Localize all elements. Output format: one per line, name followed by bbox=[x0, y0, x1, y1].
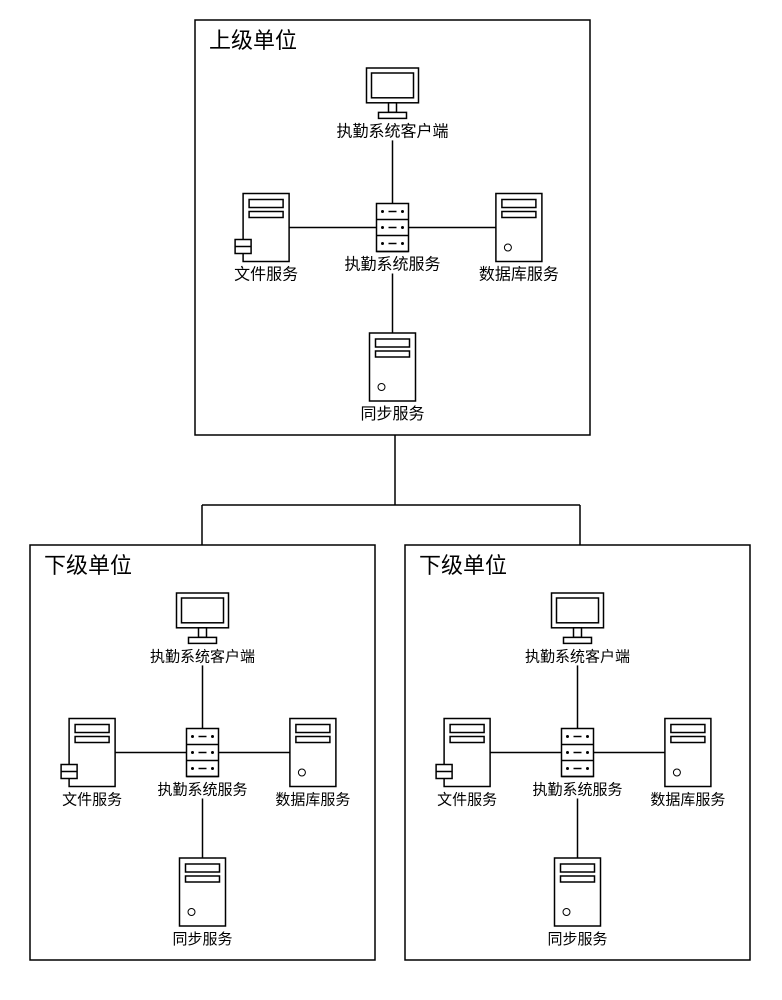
unit-group: 下级单位执勤系统客户端执勤系统服务文件服务 数据库服务同步服务 bbox=[30, 545, 375, 960]
label-db-service: 数据库服务 bbox=[275, 792, 350, 809]
label-duty-service: 执勤系统服务 bbox=[344, 256, 440, 274]
label-db-service: 数据库服务 bbox=[650, 792, 725, 809]
label-file-service: 文件服务 bbox=[62, 792, 122, 809]
unit-group: 下级单位执勤系统客户端执勤系统服务文件服务 数据库服务同步服务 bbox=[405, 545, 750, 960]
label-file-service: 文件服务 bbox=[234, 266, 298, 284]
label-sync-service: 同步服务 bbox=[172, 931, 232, 948]
label-duty-client: 执勤系统客户端 bbox=[336, 122, 448, 140]
diagram-root: 上级单位执勤系统客户端执勤系统服务文件服务数据库服务同步服务下级单位执勤系统客户… bbox=[0, 0, 782, 1000]
unit-title: 上级单位 bbox=[209, 28, 297, 53]
unit-title: 下级单位 bbox=[419, 553, 507, 578]
unit-group: 上级单位执勤系统客户端执勤系统服务文件服务 数据库服务同步服务 bbox=[195, 20, 590, 435]
label-duty-service: 执勤系统服务 bbox=[157, 782, 247, 799]
unit-title: 下级单位 bbox=[44, 553, 132, 578]
label-duty-client: 执勤系统客户端 bbox=[525, 648, 630, 665]
label-file-service: 文件服务 bbox=[437, 792, 497, 809]
label-sync-service: 同步服务 bbox=[547, 931, 607, 948]
label-sync-service: 同步服务 bbox=[360, 405, 424, 423]
label-db-service: 数据库服务 bbox=[479, 266, 559, 284]
label-duty-service: 执勤系统服务 bbox=[532, 782, 622, 799]
label-duty-client: 执勤系统客户端 bbox=[150, 648, 255, 665]
